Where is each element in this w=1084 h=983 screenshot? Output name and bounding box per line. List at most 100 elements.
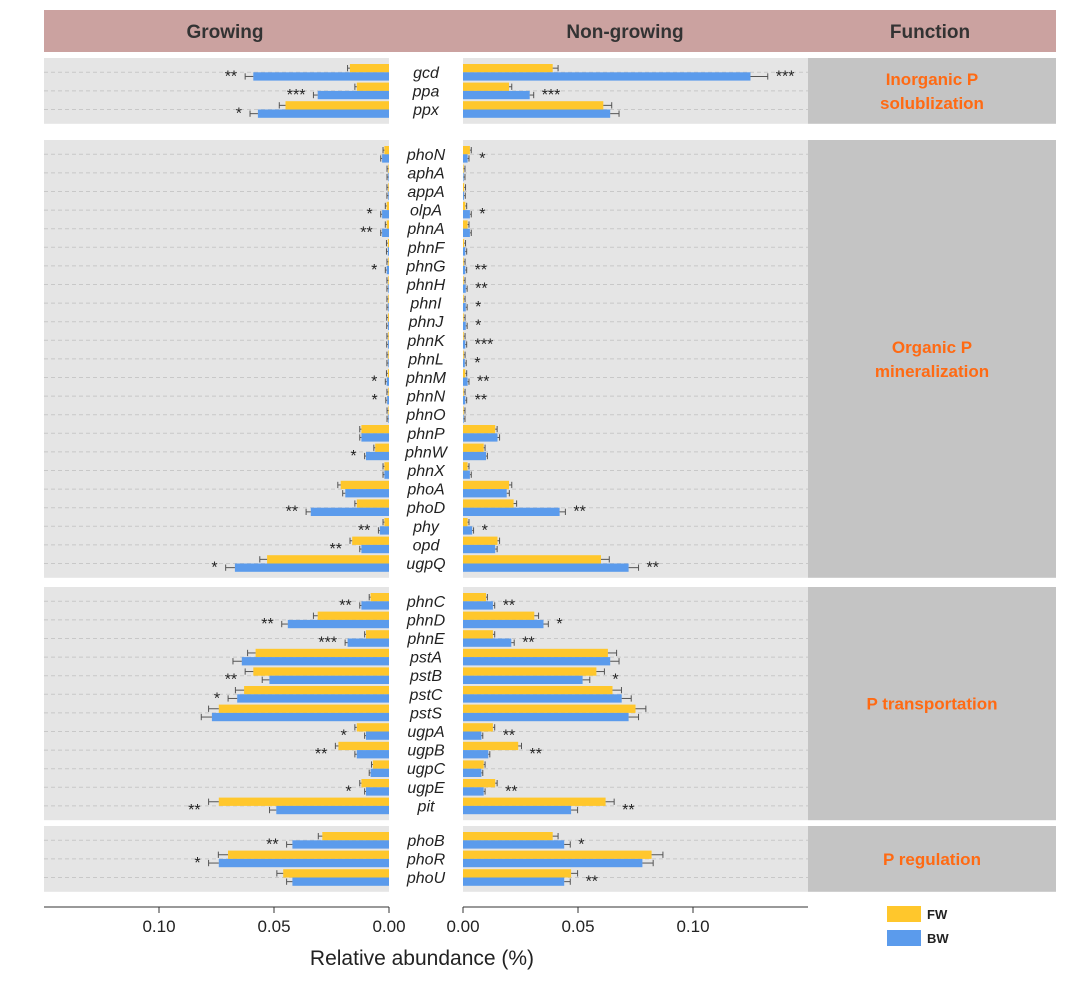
bar-nongrowing-fw-phnH [463, 276, 464, 285]
row-gridlines [44, 71, 808, 878]
bar-nongrowing-bw-phoB [463, 840, 565, 849]
bar-nongrowing-bw-phoN [463, 154, 468, 163]
bar-growing-fw-pstB [253, 667, 389, 676]
bar-nongrowing-fw-opd [463, 536, 498, 545]
gene-label-phoB: phoB [406, 833, 445, 850]
sig-nongrowing-phnJ: * [475, 318, 481, 335]
bar-growing-bw-aphA [388, 172, 389, 182]
sig-growing-phnG: * [371, 262, 377, 279]
bar-growing-bw-phnI [388, 303, 389, 312]
bar-nongrowing-bw-ugpB [463, 750, 489, 759]
bar-nongrowing-bw-phoR [463, 858, 643, 868]
sig-growing-ugpE: * [346, 783, 352, 800]
sig-growing-phoD: ** [286, 504, 298, 521]
bar-nongrowing-fw-ugpA [463, 723, 493, 732]
bar-growing-fw-phnD [317, 611, 389, 620]
gene-label-phoD: phoD [406, 500, 446, 517]
gene-label-aphA: aphA [407, 165, 444, 182]
sig-nongrowing-phnD: * [556, 616, 562, 633]
legend-label-fw: FW [927, 907, 948, 922]
bar-growing-bw-phnE [347, 638, 389, 647]
bars-layer [200, 64, 769, 886]
gene-label-phnK: phnK [406, 333, 446, 350]
header-growing: Growing [186, 22, 263, 43]
sig-nongrowing-phoU: ** [586, 874, 598, 891]
bar-growing-fw-ugpC [372, 760, 389, 769]
sig-growing-pstC: * [214, 690, 220, 707]
bar-nongrowing-fw-phoA [463, 480, 509, 490]
gene-label-ppx: ppx [412, 102, 440, 119]
bar-growing-fw-phoA [340, 480, 389, 490]
bar-growing-fw-pit [218, 797, 389, 806]
bar-nongrowing-bw-phnX [463, 470, 470, 479]
gene-label-pstA: pstA [409, 650, 442, 667]
bar-growing-fw-ppa [356, 82, 389, 91]
gene-label-phnE: phnE [406, 631, 445, 648]
sig-growing-ppa: *** [287, 87, 306, 104]
bar-nongrowing-bw-ppx [463, 109, 611, 118]
bar-nongrowing-fw-phnX [463, 462, 468, 471]
bar-growing-fw-gcd [349, 64, 389, 73]
sig-growing-ugpA: * [341, 728, 347, 745]
gene-label-ugpE: ugpE [407, 780, 445, 797]
bar-growing-bw-phnA [382, 228, 389, 237]
bar-nongrowing-fw-ugpE [463, 779, 496, 788]
gene-label-ugpC: ugpC [407, 761, 446, 778]
bar-nongrowing-bw-phnC [463, 601, 493, 610]
gene-label-pstC: pstC [409, 687, 443, 704]
sig-growing-phoR: * [194, 855, 200, 872]
gene-label-phnL: phnL [407, 351, 444, 368]
gene-label-phnJ: phnJ [408, 314, 445, 331]
bar-growing-fw-phnG [388, 257, 389, 266]
tick-label-left: 0.05 [257, 917, 290, 936]
sig-growing-phnC: ** [339, 597, 351, 614]
legend-swatch-fw [887, 906, 921, 922]
gene-label-phnC: phnC [406, 594, 446, 611]
bar-nongrowing-fw-phoU [463, 869, 572, 878]
bar-nongrowing-bw-phnN [463, 396, 466, 405]
bar-nongrowing-fw-phnN [463, 387, 464, 397]
panel-function-bg [808, 140, 1056, 578]
bar-nongrowing-fw-appA [463, 183, 465, 192]
gene-label-phnN: phnN [406, 389, 446, 406]
sig-nongrowing-ppa: *** [542, 87, 561, 104]
bar-nongrowing-bw-pit [463, 805, 572, 815]
gene-label-phnP: phnP [406, 426, 445, 443]
sig-nongrowing-phnH: ** [475, 281, 487, 298]
bar-growing-fw-phnW [375, 443, 389, 452]
gene-label-gcd: gcd [413, 65, 440, 82]
gene-label-phoR: phoR [406, 851, 446, 868]
tick-label-left: 0.00 [372, 917, 405, 936]
bar-growing-bw-phnG [386, 265, 389, 275]
bar-nongrowing-bw-gcd [463, 72, 751, 81]
gene-label-ugpQ: ugpQ [406, 556, 445, 573]
bar-nongrowing-bw-ugpA [463, 731, 482, 740]
bar-growing-fw-phnO [388, 406, 389, 415]
bar-growing-bw-phnC [361, 601, 389, 610]
sig-growing-phnE: *** [318, 635, 337, 652]
bar-nongrowing-bw-phnA [463, 228, 470, 237]
bar-nongrowing-fw-pstA [463, 648, 608, 658]
bar-nongrowing-fw-phoR [463, 850, 652, 859]
bar-growing-fw-olpA [386, 201, 389, 211]
bar-nongrowing-bw-phnP [463, 433, 498, 442]
sig-nongrowing-phy: * [482, 522, 488, 539]
bar-nongrowing-fw-ppa [463, 82, 509, 91]
bar-growing-fw-phoD [356, 499, 389, 508]
bar-growing-bw-phnH [388, 284, 389, 293]
bar-nongrowing-bw-pstB [463, 675, 583, 684]
sig-growing-phoB: ** [266, 836, 278, 853]
bar-growing-bw-opd [361, 544, 389, 554]
bar-nongrowing-fw-ugpB [463, 741, 519, 751]
bar-growing-bw-phnF [387, 247, 389, 256]
sig-growing-olpA: * [366, 206, 372, 223]
bar-nongrowing-bw-phnE [463, 638, 512, 647]
header-function: Function [890, 22, 970, 43]
bar-nongrowing-bw-phnD [463, 619, 544, 629]
sig-nongrowing-phoD: ** [573, 504, 585, 521]
bar-growing-fw-ppx [285, 101, 389, 110]
tick-label-right: 0.05 [561, 917, 594, 936]
bar-growing-fw-phoR [228, 850, 389, 859]
sig-nongrowing-pstB: * [612, 672, 618, 689]
sig-nongrowing-ugpB: ** [530, 746, 542, 763]
